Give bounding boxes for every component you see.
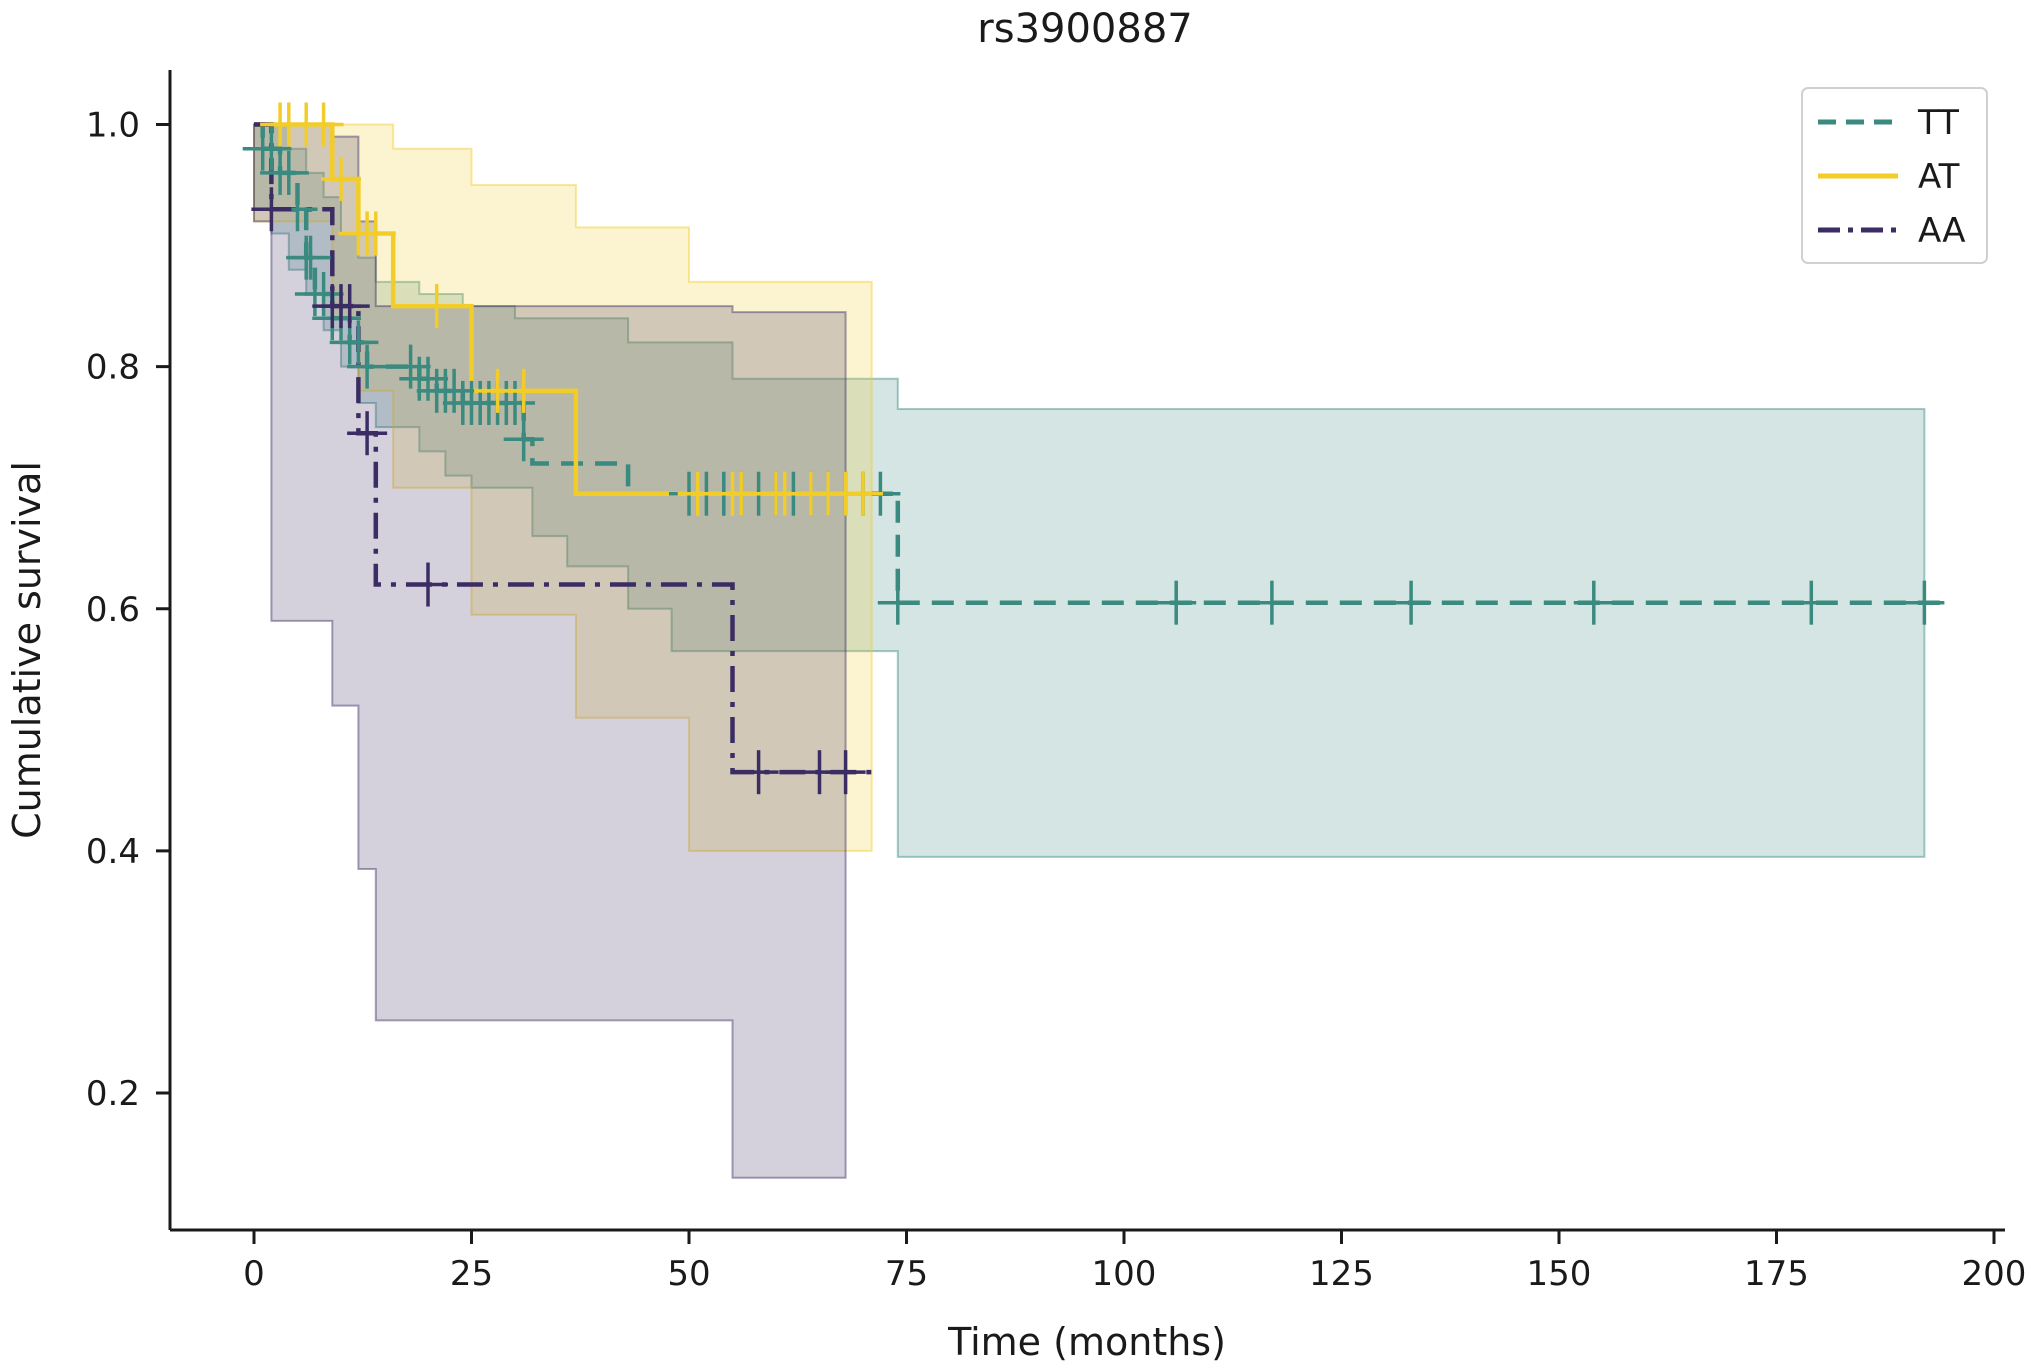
x-tick-label: 200	[1962, 1254, 2027, 1294]
x-axis-label: Time (months)	[947, 1320, 1226, 1364]
x-tick-label: 75	[885, 1254, 928, 1294]
censor-group-at	[260, 102, 883, 516]
x-tick-label: 150	[1527, 1254, 1592, 1294]
curve-at	[254, 122, 872, 496]
y-tick-label: 0.4	[86, 832, 140, 872]
x-ticks: 0 25 50 75 100 125 150 175 200	[243, 1230, 2026, 1294]
confidence-bands	[253, 123, 1926, 1179]
censor-marks	[242, 102, 1945, 795]
x-tick-label: 0	[243, 1254, 265, 1294]
censor-group-aa	[251, 187, 866, 795]
x-tick-label: 25	[450, 1254, 493, 1294]
legend: TT AT AA	[1801, 87, 1988, 264]
axes	[168, 70, 2005, 1232]
y-tick-label: 1.0	[86, 106, 140, 146]
legend-label-aa: AA	[1918, 211, 1965, 251]
legend-label-at: AT	[1918, 157, 1960, 197]
y-axis-label: Cumulative survival	[5, 461, 49, 839]
x-tick-label: 125	[1309, 1254, 1374, 1294]
chart-title: rs3900887	[977, 6, 1192, 52]
y-tick-label: 0.6	[86, 590, 140, 630]
x-tick-label: 100	[1092, 1254, 1157, 1294]
x-tick-label: 50	[667, 1254, 710, 1294]
y-tick-label: 0.8	[86, 348, 140, 388]
legend-label-tt: TT	[1917, 103, 1959, 143]
y-tick-label: 0.2	[86, 1074, 140, 1114]
y-ticks: 0.2 0.4 0.6 0.8 1.0	[86, 106, 170, 1114]
x-tick-label: 175	[1744, 1254, 1809, 1294]
